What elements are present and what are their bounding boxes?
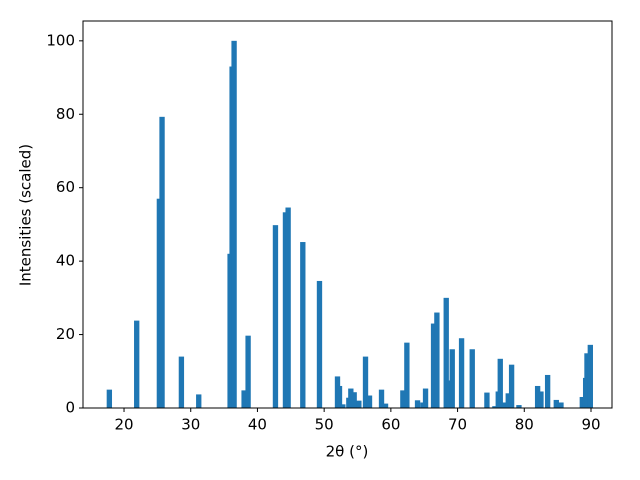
bar	[443, 297, 449, 408]
plot-frame	[82, 20, 613, 409]
y-tick-label: 100	[46, 31, 75, 49]
y-tick-label: 60	[56, 178, 75, 196]
bar	[430, 323, 437, 408]
y-tick-label: 80	[56, 105, 75, 123]
y-axis-label: Intensities (scaled)	[17, 144, 35, 286]
bar	[538, 391, 544, 408]
bar	[366, 395, 373, 408]
bar	[501, 402, 507, 408]
bar	[558, 402, 564, 408]
bar	[434, 312, 440, 408]
x-axis-label: 2θ (°)	[326, 443, 369, 461]
bar	[356, 400, 362, 408]
bar	[492, 406, 498, 408]
x-tick-label: 40	[248, 416, 267, 434]
x-tick-label: 20	[114, 416, 133, 434]
x-tick-label: 80	[515, 416, 534, 434]
bar	[178, 356, 185, 408]
bar	[446, 380, 452, 408]
bar	[516, 405, 522, 408]
bar	[348, 388, 354, 408]
bar	[300, 242, 306, 408]
bar	[400, 390, 406, 408]
bar	[340, 404, 346, 408]
x-tick-label: 60	[381, 416, 400, 434]
y-tick-label: 20	[56, 325, 75, 343]
x-tick-label: 70	[448, 416, 467, 434]
bar	[231, 40, 237, 408]
bar	[508, 364, 515, 408]
bar	[351, 392, 357, 408]
bar	[134, 320, 140, 408]
bar	[316, 280, 323, 408]
bar	[584, 353, 590, 408]
bar	[362, 356, 369, 408]
bar	[404, 342, 410, 408]
bar	[587, 344, 593, 408]
bar	[241, 390, 247, 408]
x-tick-label: 50	[315, 416, 334, 434]
bar	[382, 403, 389, 408]
bar	[544, 374, 551, 408]
bar	[336, 385, 343, 408]
bar	[245, 335, 251, 408]
bar	[469, 349, 475, 408]
bar	[414, 400, 421, 408]
bar	[196, 394, 202, 408]
bar	[378, 389, 385, 408]
bar	[484, 392, 490, 408]
bar	[458, 338, 465, 408]
bar	[159, 116, 165, 409]
x-tick-label: 30	[181, 416, 200, 434]
bar	[422, 388, 429, 408]
bar	[106, 389, 113, 408]
x-tick-label: 90	[581, 416, 600, 434]
bar	[272, 225, 279, 408]
bar	[505, 393, 511, 408]
bar	[497, 358, 503, 408]
bar	[579, 396, 585, 408]
bar	[449, 349, 455, 408]
bar	[285, 207, 291, 408]
y-tick-label: 0	[65, 399, 75, 417]
bar	[534, 385, 541, 408]
y-tick-label: 40	[56, 252, 75, 270]
bar	[553, 399, 559, 408]
